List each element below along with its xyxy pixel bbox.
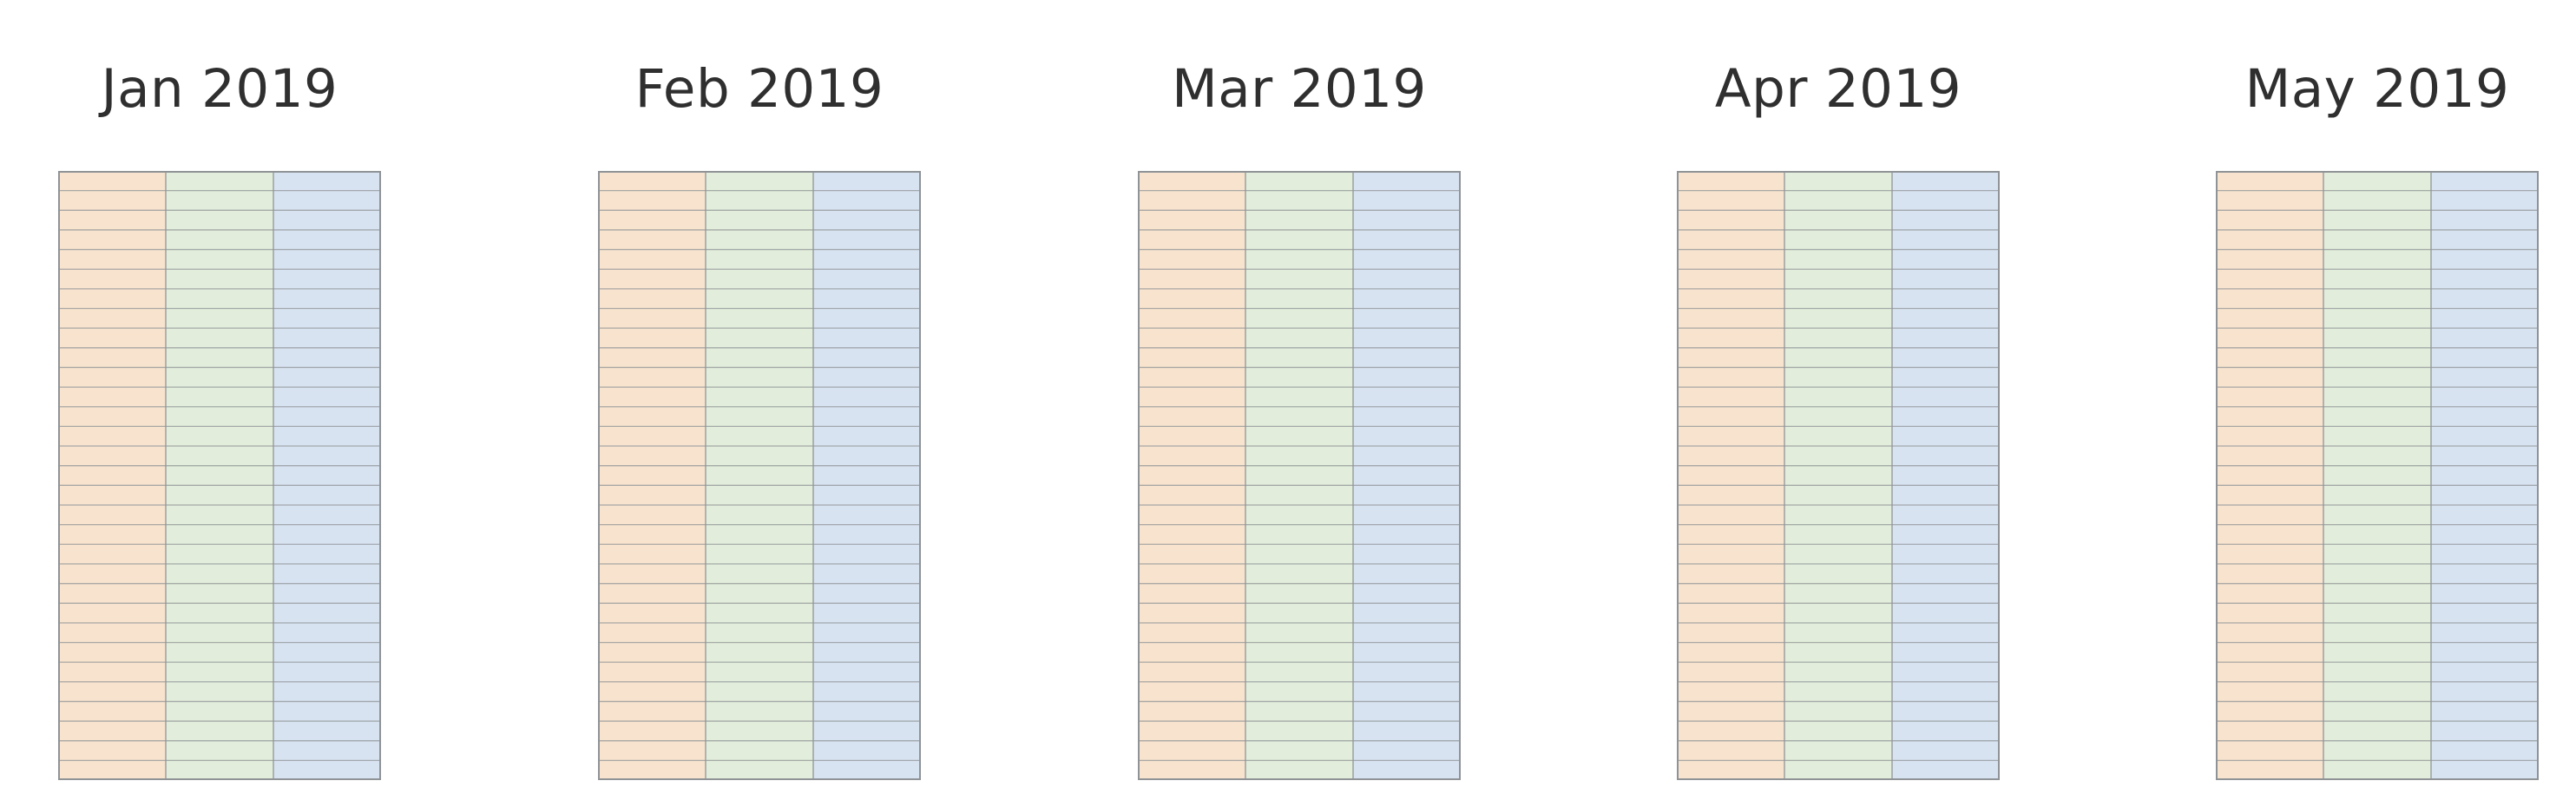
month-grid: [1138, 171, 1461, 780]
grid-column-fill: [273, 171, 381, 780]
month-mar-2019: Mar 2019: [1138, 0, 1461, 807]
month-title: Mar 2019: [1172, 58, 1427, 120]
grid-column-fill: [2431, 171, 2539, 780]
grid-border: [2216, 171, 2539, 780]
grid-column-fill: [166, 171, 273, 780]
month-grid: [58, 171, 381, 780]
month-jan-2019: Jan 2019: [58, 0, 381, 807]
grid-column-fill: [1138, 171, 1245, 780]
grid-column-fill: [58, 171, 166, 780]
grid-column-fill: [813, 171, 921, 780]
grid-border: [1138, 171, 1461, 780]
grid-column-fill: [1353, 171, 1461, 780]
grid-border: [598, 171, 921, 780]
month-grid: [1677, 171, 2000, 780]
grid-column-fill: [1245, 171, 1353, 780]
month-grid: [598, 171, 921, 780]
month-grid: [2216, 171, 2539, 780]
grid-column-fill: [2216, 171, 2323, 780]
grid-column-fill: [1677, 171, 1784, 780]
month-title: Feb 2019: [634, 58, 884, 120]
month-title: Apr 2019: [1714, 58, 1962, 120]
month-title: Jan 2019: [101, 58, 338, 120]
grid-column-fill: [598, 171, 706, 780]
grid-border: [1677, 171, 2000, 780]
grid-column-fill: [2323, 171, 2431, 780]
grid-column-fill: [1784, 171, 1892, 780]
month-may-2019: May 2019: [2216, 0, 2539, 807]
grid-column-fill: [706, 171, 813, 780]
month-apr-2019: Apr 2019: [1677, 0, 2000, 807]
month-title: May 2019: [2244, 58, 2510, 120]
grid-column-fill: [1892, 171, 2000, 780]
month-feb-2019: Feb 2019: [598, 0, 921, 807]
grid-border: [58, 171, 381, 780]
